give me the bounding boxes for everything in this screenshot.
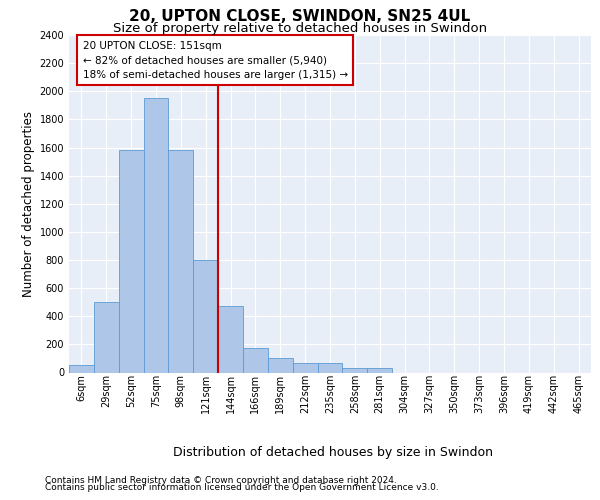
Bar [143, 98, 169, 372]
Bar [218, 306, 243, 372]
Bar [94, 302, 119, 372]
Bar [169, 150, 193, 372]
Bar [119, 150, 143, 372]
Bar [268, 358, 293, 372]
Bar [69, 366, 94, 372]
Bar [367, 368, 392, 372]
Bar [193, 260, 218, 372]
Text: Contains public sector information licensed under the Open Government Licence v3: Contains public sector information licen… [45, 484, 439, 492]
Bar [293, 364, 317, 372]
Bar [243, 348, 268, 372]
Y-axis label: Number of detached properties: Number of detached properties [22, 111, 35, 296]
Bar [317, 364, 343, 372]
Bar [343, 368, 367, 372]
Text: Distribution of detached houses by size in Swindon: Distribution of detached houses by size … [173, 446, 493, 459]
Text: 20 UPTON CLOSE: 151sqm
← 82% of detached houses are smaller (5,940)
18% of semi-: 20 UPTON CLOSE: 151sqm ← 82% of detached… [83, 40, 348, 80]
Text: 20, UPTON CLOSE, SWINDON, SN25 4UL: 20, UPTON CLOSE, SWINDON, SN25 4UL [130, 9, 470, 24]
Text: Contains HM Land Registry data © Crown copyright and database right 2024.: Contains HM Land Registry data © Crown c… [45, 476, 397, 485]
Text: Size of property relative to detached houses in Swindon: Size of property relative to detached ho… [113, 22, 487, 35]
